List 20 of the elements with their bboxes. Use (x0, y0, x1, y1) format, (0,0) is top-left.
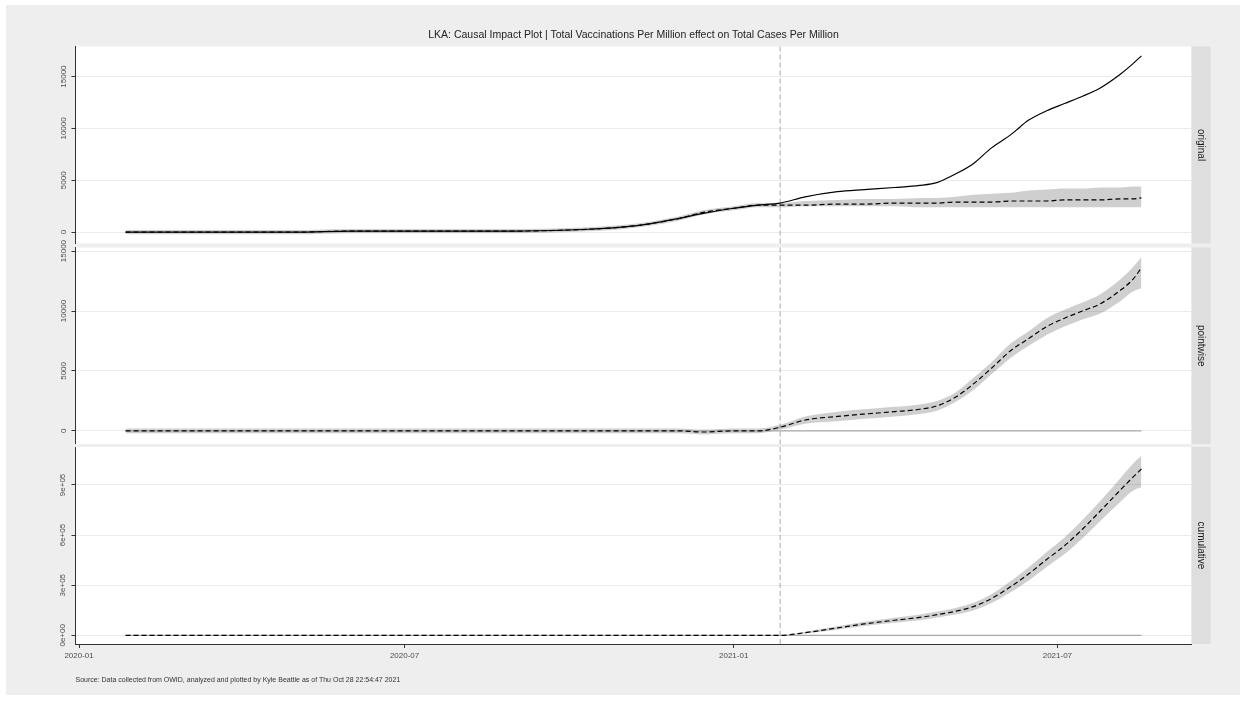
text: original (1196, 128, 1208, 162)
y-tick-label: 0 (58, 229, 68, 235)
y-tick-label: 15000 (58, 64, 68, 88)
x-tick-label: 2020-01 (64, 651, 95, 660)
y-tick-label: 5000 (58, 170, 68, 190)
chart-title: LKA: Causal Impact Plot | Total Vaccinations Per Million effect on Total Cases Per Million (428, 27, 839, 40)
text: cumulative (1196, 521, 1208, 570)
x-tick-label: 2021-01 (718, 651, 749, 660)
y-tick-label: 3e+05 (58, 573, 68, 597)
y-tick-label: 10000 (58, 116, 68, 140)
y-tick-label: 6e+05 (58, 523, 68, 547)
y-tick-label: 0 (58, 428, 68, 434)
y-tick-label: 9e+05 (58, 473, 68, 497)
y-tick-label: 0e+00 (58, 623, 68, 647)
y-tick-label: 10000 (58, 299, 68, 323)
x-tick-label: 2020-07 (389, 651, 420, 660)
y-tick-label: 5000 (58, 361, 68, 380)
x-tick-label: 2021-07 (1042, 651, 1073, 660)
text: pointwise (1196, 324, 1208, 368)
y-tick-label: 15000 (58, 239, 68, 263)
